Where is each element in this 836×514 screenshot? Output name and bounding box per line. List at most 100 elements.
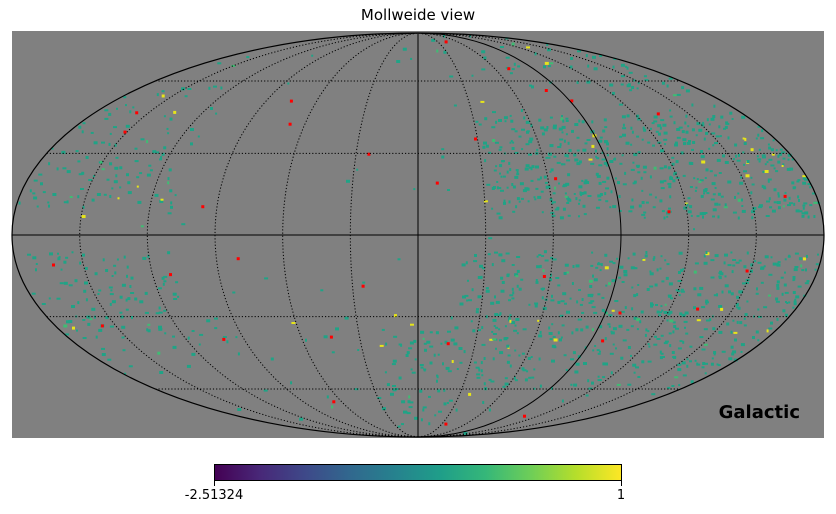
sky-pixel [158,306,161,310]
sky-pixel [591,381,594,385]
sky-pixel [549,116,553,119]
sky-pixel [76,329,78,332]
sky-pixel [667,294,672,297]
sky-pixel [571,282,574,285]
sky-pixel [793,278,796,281]
sky-pixel [755,292,759,295]
sky-pixel [535,280,539,284]
sky-pixel [734,143,738,147]
sky-pixel [678,271,681,274]
sky-pixel [144,291,148,295]
sky-pixel [485,144,489,148]
sky-pixel [605,362,608,366]
sky-pixel [170,205,173,209]
sky-pixel [670,297,673,300]
sky-pixel [101,141,105,144]
sky-pixel [577,355,581,359]
sky-pixel [491,126,496,129]
sky-pixel [721,350,726,353]
sky-pixel [199,333,204,336]
sky-pixel [172,335,175,338]
sky-pixel [109,325,114,328]
graticule [11,32,825,438]
sky-pixel [742,151,745,154]
sky-pixel [612,262,616,265]
sky-pixel [539,264,542,268]
sky-pixel [741,209,746,213]
sky-pixel [777,154,780,158]
sky-pixel [557,300,561,304]
sky-pixel [147,329,151,333]
sky-pixel [559,216,564,220]
sky-pixel [270,357,274,361]
sky-pixel [158,325,162,329]
sky-pixel [714,254,719,258]
sky-pixel [449,75,454,78]
sky-pixel [573,383,578,387]
sky-pixel [72,326,75,330]
sky-pixel [784,271,786,274]
sky-pixel [590,162,595,165]
sky-pixel [509,168,512,172]
sky-pixel [174,194,177,197]
sky-pixel [545,156,549,159]
sky-pixel [671,351,675,354]
sky-pixel [362,281,366,284]
sky-pixel [813,215,816,218]
sky-pixel [134,147,138,150]
sky-pixel [777,160,781,164]
sky-pixel [490,380,495,383]
sky-pixel [562,207,566,211]
sky-pixel [512,210,516,213]
sky-pixel [666,215,669,218]
sky-pixel [777,192,780,196]
sky-pixel [531,85,534,89]
sky-pixel [672,94,677,97]
sky-pixel [728,357,733,361]
sky-pixel [806,280,810,283]
sky-pixel [643,75,647,78]
sky-pixel [549,62,554,65]
sky-pixel [625,65,628,68]
highlight-pixel [507,67,511,71]
sky-pixel [587,195,592,197]
sky-pixel [246,56,250,59]
sky-pixel [630,126,633,130]
sky-pixel [718,203,721,206]
sky-pixel [125,308,129,311]
sky-pixel [486,183,491,186]
sky-pixel [758,204,763,208]
sky-pixel [618,210,622,212]
sky-pixel [501,160,505,163]
sky-pixel [723,127,726,130]
sky-pixel [499,339,502,342]
sky-pixel [771,153,775,156]
sky-pixel [161,152,165,156]
sky-pixel [214,317,218,320]
sky-pixel [599,193,603,196]
sky-pixel [675,176,680,179]
sky-pixel [642,165,647,169]
sky-pixel [210,107,213,110]
sky-pixel [698,128,703,132]
sky-pixel [567,214,571,217]
sky-pixel [543,65,546,69]
sky-pixel [495,165,498,168]
sky-pixel [483,382,486,386]
sky-pixel [237,352,240,356]
sky-pixel [101,353,106,356]
sky-pixel [521,367,525,371]
sky-pixel [680,151,684,155]
sky-pixel [545,185,548,189]
sky-pixel [710,198,715,201]
sky-pixel [576,149,580,152]
colorbar-max-label: 1 [616,488,626,503]
sky-pixel [429,331,433,334]
sky-pixel [620,75,625,78]
sky-pixel [705,299,709,303]
sky-pixel [687,125,690,128]
sky-pixel [101,347,105,350]
sky-pixel [777,194,780,198]
sky-pixel [692,141,696,144]
sky-pixel [563,354,567,357]
